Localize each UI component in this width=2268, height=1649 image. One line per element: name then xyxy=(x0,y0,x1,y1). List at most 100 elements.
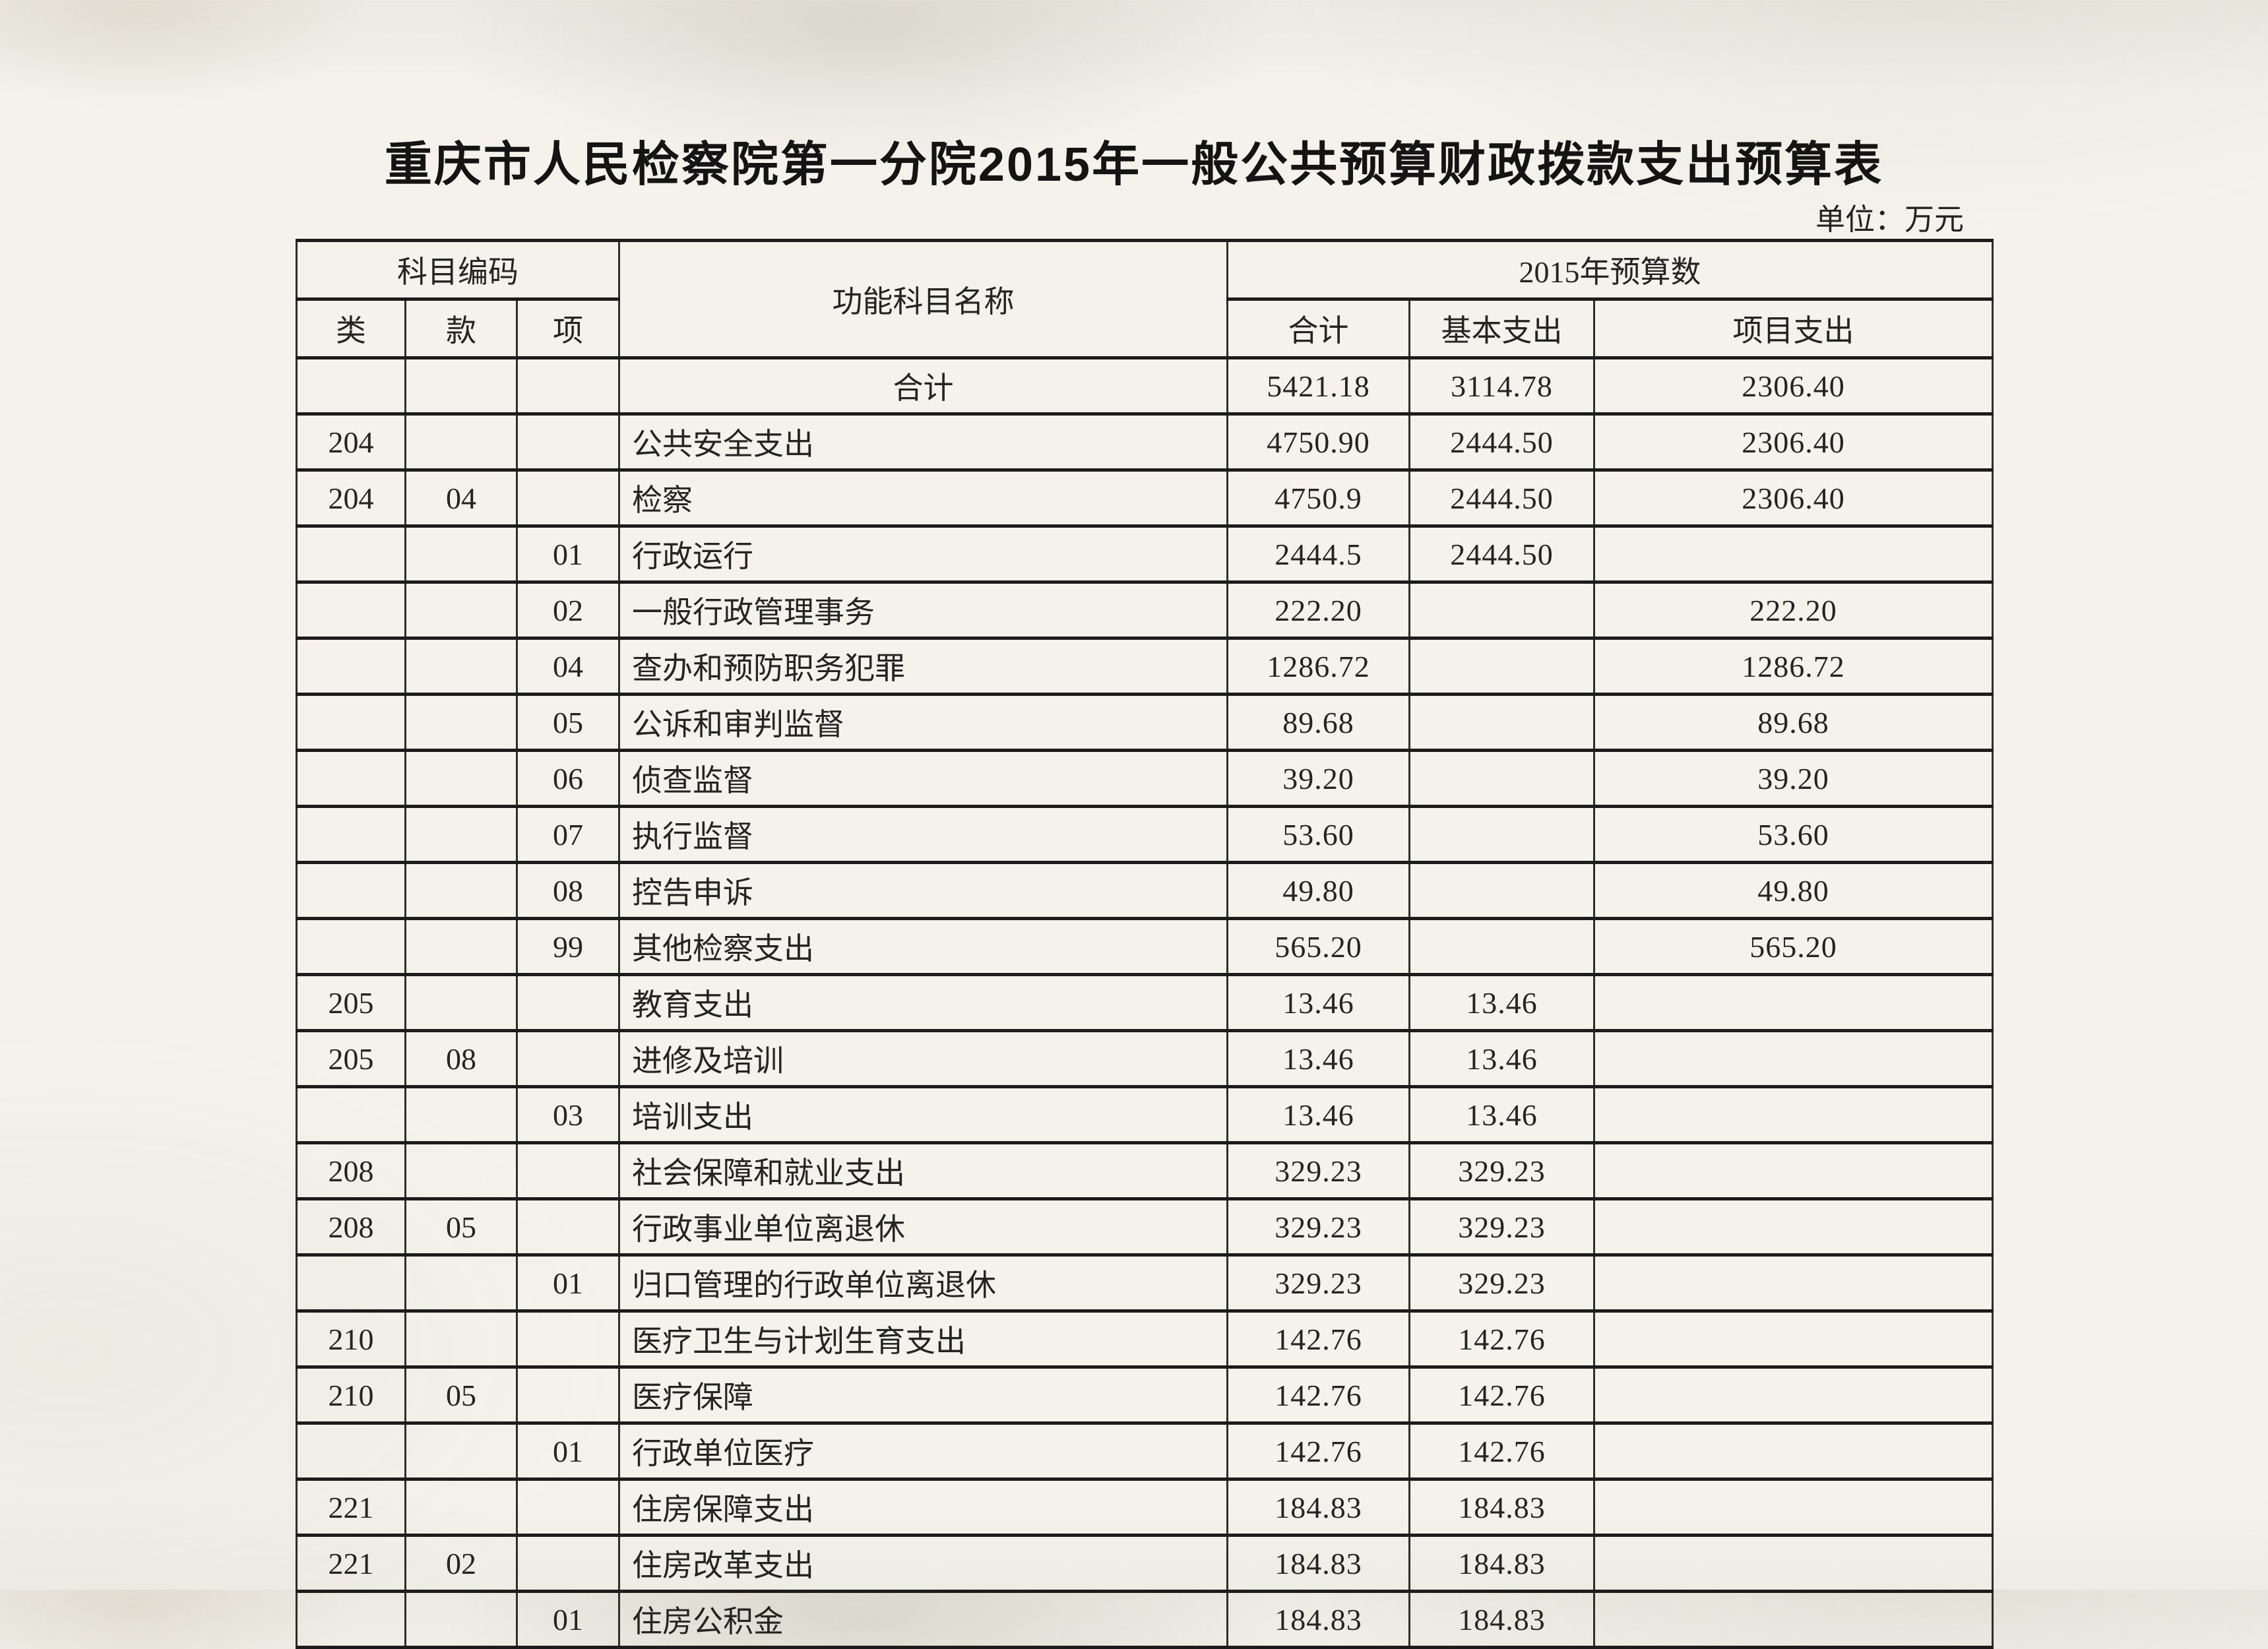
cell-project: 39.20 xyxy=(1593,749,1994,808)
cell-total: 142.76 xyxy=(1226,1309,1411,1369)
cell-section xyxy=(404,356,518,416)
table-row: 221 住房保障支出 184.83 184.83 xyxy=(296,1478,1994,1537)
header-row-2: 类 款 项 合计 基本支出 项目支出 xyxy=(296,297,1994,359)
cell-section xyxy=(404,1421,518,1481)
cell-section xyxy=(404,580,518,640)
table-row: 204 04 检察 4750.9 2444.50 2306.40 xyxy=(296,468,1994,528)
cell-class xyxy=(296,1253,406,1313)
cell-class: 221 xyxy=(296,1478,406,1537)
unit-label: 单位：万元 xyxy=(1815,203,1964,236)
cell-item: 04 xyxy=(515,637,621,696)
cell-basic: 329.23 xyxy=(1408,1141,1596,1200)
cell-basic xyxy=(1408,861,1596,920)
cell-basic: 184.83 xyxy=(1408,1478,1596,1537)
cell-item: 01 xyxy=(515,1590,621,1649)
cell-class: 204 xyxy=(296,412,406,472)
cell-class: 221 xyxy=(296,1534,406,1593)
cell-total: 13.46 xyxy=(1226,973,1411,1032)
cell-project xyxy=(1593,1365,1994,1425)
cell-function-name: 住房保障支出 xyxy=(618,1478,1229,1537)
cell-total: 5421.18 xyxy=(1226,356,1411,416)
cell-total: 329.23 xyxy=(1226,1253,1411,1313)
cell-basic: 142.76 xyxy=(1408,1309,1596,1369)
header-row-1: 科目编码 功能科目名称 2015年预算数 xyxy=(295,239,1994,359)
cell-class: 205 xyxy=(296,1029,406,1088)
cell-total: 142.76 xyxy=(1226,1421,1411,1481)
cell-section xyxy=(404,1085,518,1144)
cell-project: 2306.40 xyxy=(1593,468,1994,528)
cell-total: 184.83 xyxy=(1226,1534,1411,1593)
cell-function-name: 行政运行 xyxy=(618,524,1229,584)
cell-class xyxy=(296,693,406,752)
cell-project xyxy=(1593,973,1994,1032)
cell-function-name: 社会保障和就业支出 xyxy=(618,1141,1229,1200)
cell-basic xyxy=(1408,637,1596,696)
cell-basic: 329.23 xyxy=(1408,1253,1596,1313)
cell-function-name: 公共安全支出 xyxy=(618,412,1229,472)
cell-total: 329.23 xyxy=(1226,1197,1411,1257)
cell-basic xyxy=(1408,749,1596,808)
table-row: 205 08 进修及培训 13.46 13.46 xyxy=(296,1029,1994,1088)
cell-basic: 184.83 xyxy=(1408,1534,1596,1593)
cell-project xyxy=(1593,1590,1994,1649)
cell-total: 222.20 xyxy=(1226,580,1411,640)
cell-project xyxy=(1593,1478,1994,1537)
cell-total: 53.60 xyxy=(1226,805,1411,864)
cell-section xyxy=(404,1253,518,1313)
cell-class: 210 xyxy=(296,1365,406,1425)
cell-class xyxy=(296,749,406,808)
cell-item xyxy=(515,1309,621,1369)
cell-project: 565.20 xyxy=(1593,917,1994,976)
table-row: 07 执行监督 53.60 53.60 xyxy=(296,805,1994,864)
cell-basic: 2444.50 xyxy=(1408,412,1596,472)
cell-total: 184.83 xyxy=(1226,1478,1411,1537)
cell-project xyxy=(1593,1029,1994,1088)
cell-total: 49.80 xyxy=(1226,861,1411,920)
cell-item xyxy=(515,1029,621,1088)
table-row: 01 住房公积金 184.83 184.83 xyxy=(296,1590,1994,1649)
cell-item xyxy=(515,1478,621,1537)
cell-function-name: 公诉和审判监督 xyxy=(618,693,1229,752)
cell-item: 06 xyxy=(515,749,621,808)
cell-function-name: 行政事业单位离退休 xyxy=(618,1197,1229,1257)
table-row: 01 行政运行 2444.5 2444.50 xyxy=(296,524,1994,584)
cell-item xyxy=(515,1534,621,1593)
header-subject-code: 科目编码 xyxy=(295,239,621,301)
cell-basic: 142.76 xyxy=(1408,1421,1596,1481)
cell-item xyxy=(515,1197,621,1257)
cell-total: 184.83 xyxy=(1226,1590,1411,1649)
cell-section xyxy=(404,917,518,976)
header-section: 款 xyxy=(404,297,518,359)
cell-function-name: 合计 xyxy=(618,356,1229,416)
cell-function-name: 行政单位医疗 xyxy=(618,1421,1229,1481)
cell-function-name: 执行监督 xyxy=(618,805,1229,864)
cell-item: 03 xyxy=(515,1085,621,1144)
cell-total: 13.46 xyxy=(1226,1029,1411,1088)
header-total: 合计 xyxy=(1226,297,1411,359)
cell-item: 02 xyxy=(515,580,621,640)
cell-item: 99 xyxy=(515,917,621,976)
cell-function-name: 进修及培训 xyxy=(618,1029,1229,1088)
header-project: 项目支出 xyxy=(1593,297,1994,359)
cell-section: 05 xyxy=(404,1365,518,1425)
cell-project xyxy=(1593,1141,1994,1200)
cell-basic xyxy=(1408,917,1596,976)
cell-basic: 13.46 xyxy=(1408,973,1596,1032)
cell-total: 1286.72 xyxy=(1226,637,1411,696)
cell-basic: 3114.78 xyxy=(1408,356,1596,416)
cell-item xyxy=(515,1365,621,1425)
cell-basic xyxy=(1408,580,1596,640)
cell-section xyxy=(404,524,518,584)
cell-section: 05 xyxy=(404,1197,518,1257)
cell-total: 565.20 xyxy=(1226,917,1411,976)
cell-item xyxy=(515,356,621,416)
table-header: 科目编码 功能科目名称 2015年预算数 类 款 项 合计 基本支出 项目支出 xyxy=(295,239,1994,359)
cell-function-name: 检察 xyxy=(618,468,1229,528)
cell-function-name: 教育支出 xyxy=(618,973,1229,1032)
cell-basic: 142.76 xyxy=(1408,1365,1596,1425)
cell-item xyxy=(515,973,621,1032)
cell-total: 39.20 xyxy=(1226,749,1411,808)
cell-class xyxy=(296,1421,406,1481)
cell-total: 4750.90 xyxy=(1226,412,1411,472)
cell-basic xyxy=(1408,693,1596,752)
